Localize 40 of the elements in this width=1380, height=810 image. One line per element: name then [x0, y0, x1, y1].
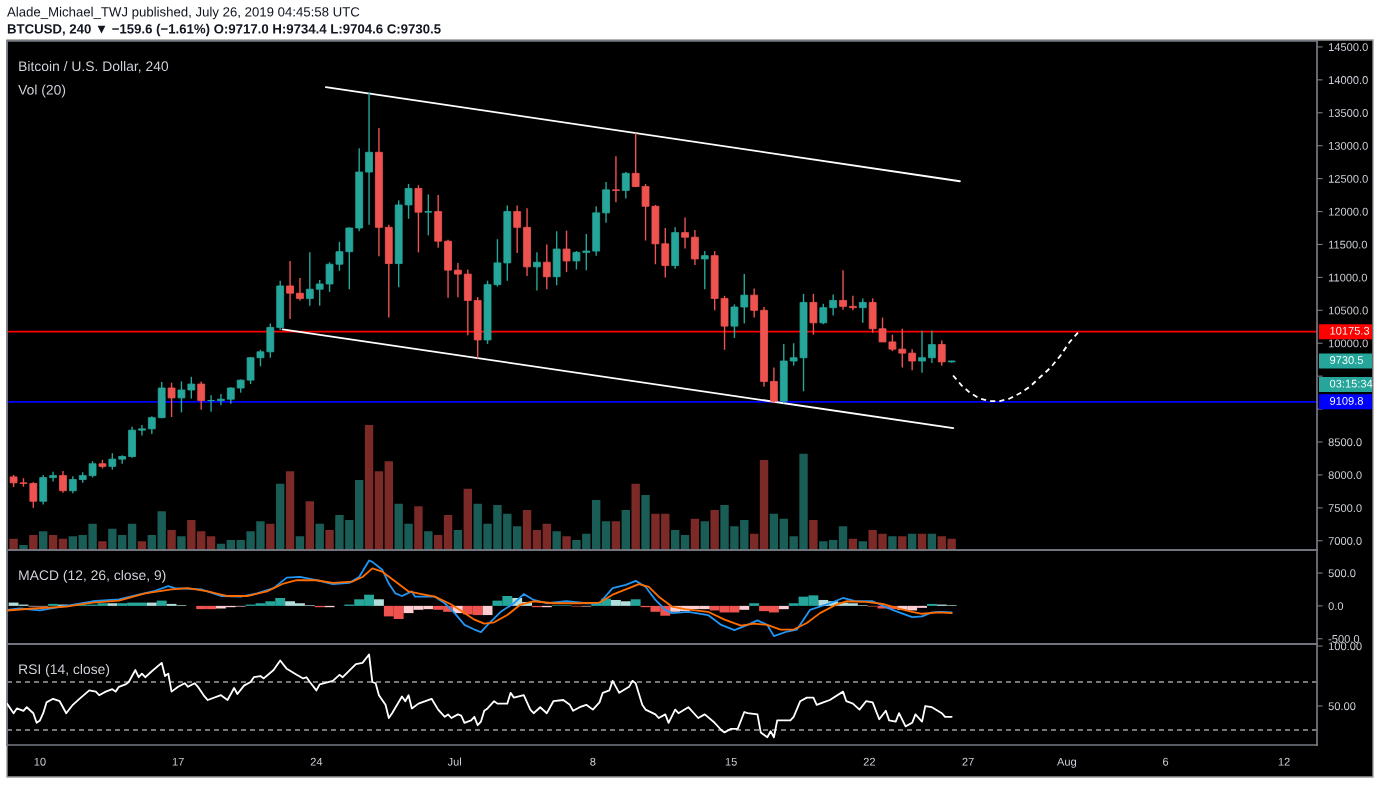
ref-line-label: 10175.3 — [1330, 326, 1370, 335]
y-tick-label: 50.00 — [1328, 702, 1356, 711]
text: RSI (14, close) — [19, 663, 110, 677]
y-tick-label: 14500.0 — [1328, 43, 1368, 52]
text: Bitcoin / U.S. Dollar, 240 — [19, 60, 169, 73]
x-tick-label: 6 — [1163, 757, 1169, 766]
text: 9730.5 — [1330, 356, 1364, 364]
y-tick-label: 8000.0 — [1328, 471, 1362, 480]
y-tick-label: 10500.0 — [1328, 306, 1368, 315]
y-tick-label: -500.0 — [1328, 635, 1360, 643]
text: MACD (12, 26, close, 9) — [19, 569, 166, 583]
ref-line-label: 9109.8 — [1330, 396, 1363, 405]
y-tick-label: 8500.0 — [1328, 438, 1362, 447]
x-tick-label: 27 — [962, 757, 974, 766]
y-tick-label: 11000.0 — [1328, 273, 1368, 282]
y-tick-label: 7500.0 — [1328, 504, 1362, 512]
y-tick-label: 500.0 — [1328, 569, 1356, 578]
x-tick-label: Aug — [1056, 757, 1077, 768]
x-tick-label: 24 — [310, 757, 323, 766]
text: Alade_Michael_TWJ published, July 26, 2019 04:45:58 UTC — [7, 6, 360, 20]
y-tick-label: 12000.0 — [1328, 207, 1368, 216]
y-tick-label: 14000.0 — [1328, 76, 1368, 84]
x-tick-label: 15 — [725, 757, 737, 766]
y-tick-label: 12500.0 — [1328, 174, 1368, 183]
chart-title: Vol (20) — [18, 84, 66, 98]
x-tick-label: 8 — [590, 757, 596, 766]
y-tick-label: 11500.0 — [1328, 240, 1368, 249]
y-tick-label: 10000.0 — [1328, 339, 1368, 348]
x-tick-label: 22 — [863, 757, 875, 766]
y-tick-label: 13500.0 — [1328, 109, 1368, 117]
x-tick-label: Jul — [447, 757, 461, 766]
text: 03:15:34 — [1329, 379, 1373, 388]
text: BTCUSD, 240 ▼ −159.6 (−1.61%) O:9717.0 H:9734.4 L:9704.6 C:9730.5 — [7, 23, 441, 37]
x-tick-label: 10 — [34, 757, 46, 766]
y-tick-label: 0.0 — [1328, 602, 1344, 611]
y-tick-label: 7000.0 — [1328, 537, 1362, 545]
y-tick-label: 13000.0 — [1328, 141, 1368, 150]
x-tick-label: 12 — [1278, 757, 1290, 766]
x-tick-label: 17 — [172, 757, 184, 766]
y-tick-label: 100.00 — [1328, 642, 1362, 651]
